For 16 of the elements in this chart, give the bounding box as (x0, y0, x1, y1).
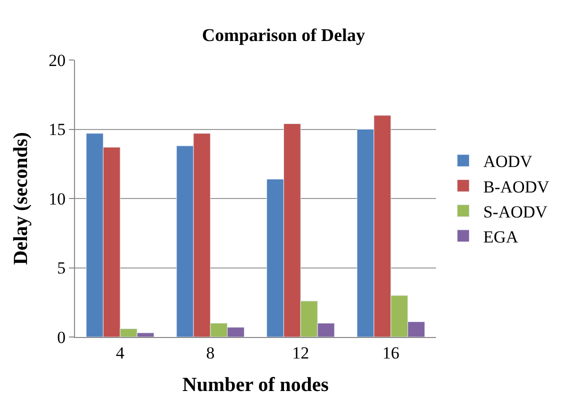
x-tick-label: 12 (292, 343, 310, 362)
y-axis-title: Delay (seconds) (10, 132, 32, 265)
y-tick-label: 15 (48, 120, 66, 140)
y-tick-label: 0 (57, 328, 66, 347)
y-tick-label: 10 (48, 189, 66, 208)
legend-label: AODV (483, 152, 534, 172)
y-tick-label: 5 (57, 258, 66, 278)
x-tick-label: 8 (206, 343, 215, 362)
x-tick-label: 4 (116, 343, 125, 362)
x-axis-title: Number of nodes (182, 374, 329, 396)
legend-label: S-AODV (483, 202, 548, 222)
legend-label: B-AODV (483, 177, 550, 196)
chart-title: Comparison of Delay (202, 24, 365, 45)
legend-label: EGA (483, 227, 519, 246)
y-tick-label: 20 (48, 50, 66, 70)
x-tick-label: 16 (382, 343, 400, 362)
